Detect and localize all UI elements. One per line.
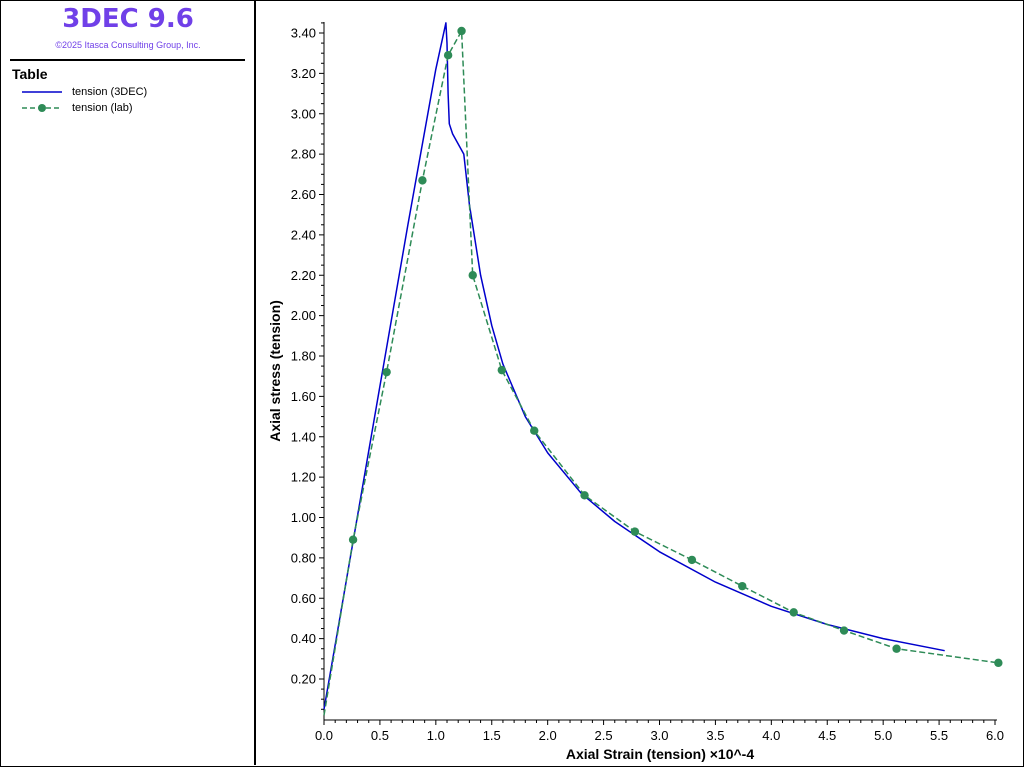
x-tick-label: 4.5 [818, 728, 836, 743]
x-ticks: 0.0 0.5 1.0 1.5 2.0 2.5 3.0 3.5 4.0 4.5 5.0 5.5 6.0 [315, 720, 1004, 743]
y-tick-label: 2.20 [291, 268, 316, 283]
y-tick-label: 0.20 [291, 672, 316, 687]
solid-line-swatch-icon [22, 91, 62, 93]
y-tick-label: 0.80 [291, 550, 316, 565]
data-point [994, 658, 1003, 668]
data-point [687, 555, 697, 565]
x-tick-label: 2.0 [539, 728, 557, 743]
y-tick-label: 2.80 [291, 147, 316, 162]
y-tick-label: 0.40 [291, 631, 316, 646]
dashed-line-circle-swatch-icon [22, 104, 62, 112]
series-layer [323, 22, 1003, 716]
x-tick-label: 3.5 [706, 728, 724, 743]
y-tick-label: 1.60 [291, 389, 316, 404]
data-point [630, 527, 640, 536]
y-tick-label: 0.60 [291, 591, 316, 606]
x-tick-label: 0.0 [315, 728, 333, 743]
data-point [443, 51, 453, 60]
legend-item-3dec[interactable]: tension (3DEC) [22, 84, 242, 100]
legend-label-lab: tension (lab) [72, 102, 133, 114]
data-point [457, 26, 466, 36]
data-point [738, 581, 747, 591]
data-point [348, 535, 358, 544]
x-tick-label: 6.0 [986, 728, 1004, 743]
series-line-0 [323, 22, 945, 710]
y-tick-label: 2.00 [291, 308, 316, 323]
y-tick-label: 2.60 [291, 187, 316, 202]
y-axis-title: Axial stress (tension) [267, 300, 283, 442]
x-tick-label: 1.0 [427, 728, 445, 743]
y-tick-label: 1.20 [291, 470, 316, 485]
y-tick-label: 3.20 [291, 66, 316, 81]
plot-area: 0.0 0.5 1.0 1.5 2.0 2.5 3.0 3.5 4.0 4.5 5.0 5.5 6.0 … [267, 22, 1004, 762]
x-tick-label: 5.5 [930, 728, 948, 743]
data-point [382, 367, 391, 377]
x-tick-label: 2.5 [595, 728, 613, 743]
series-line-1 [323, 30, 999, 716]
x-tick-label: 3.0 [650, 728, 668, 743]
y-tick-label: 1.00 [291, 510, 316, 525]
data-point [530, 426, 539, 435]
y-ticks: 0.20 0.40 0.60 0.80 1.00 1.20 1.40 1.60 1.80 2.00… [291, 22, 324, 710]
y-tick-label: 3.40 [291, 26, 316, 41]
legend-panel: 3DEC 9.6 ©2025 Itasca Consulting Group, … [0, 0, 256, 765]
data-point [892, 644, 901, 653]
x-axis-title: Axial Strain (tension) ×10^-4 [566, 746, 754, 762]
x-tick-label: 5.0 [874, 728, 892, 743]
y-tick-label: 3.00 [291, 106, 316, 121]
legend-title: Table [12, 66, 48, 82]
data-point [580, 491, 589, 500]
data-point [789, 608, 798, 617]
app-copyright: ©2025 Itasca Consulting Group, Inc. [55, 40, 201, 50]
data-point [839, 626, 849, 635]
x-tick-label: 0.5 [371, 728, 389, 743]
legend-item-lab[interactable]: tension (lab) [22, 100, 242, 116]
data-point [497, 365, 507, 375]
data-point [468, 271, 477, 280]
y-tick-label: 1.80 [291, 349, 316, 364]
legend-label-3dec: tension (3DEC) [72, 86, 148, 98]
data-point [418, 176, 427, 185]
x-tick-label: 4.0 [762, 728, 780, 743]
x-tick-label: 1.5 [483, 728, 501, 743]
y-tick-label: 1.40 [291, 429, 316, 444]
y-tick-label: 2.40 [291, 227, 316, 242]
app-title: 3DEC 9.6 [62, 4, 194, 34]
title-divider [10, 59, 245, 61]
